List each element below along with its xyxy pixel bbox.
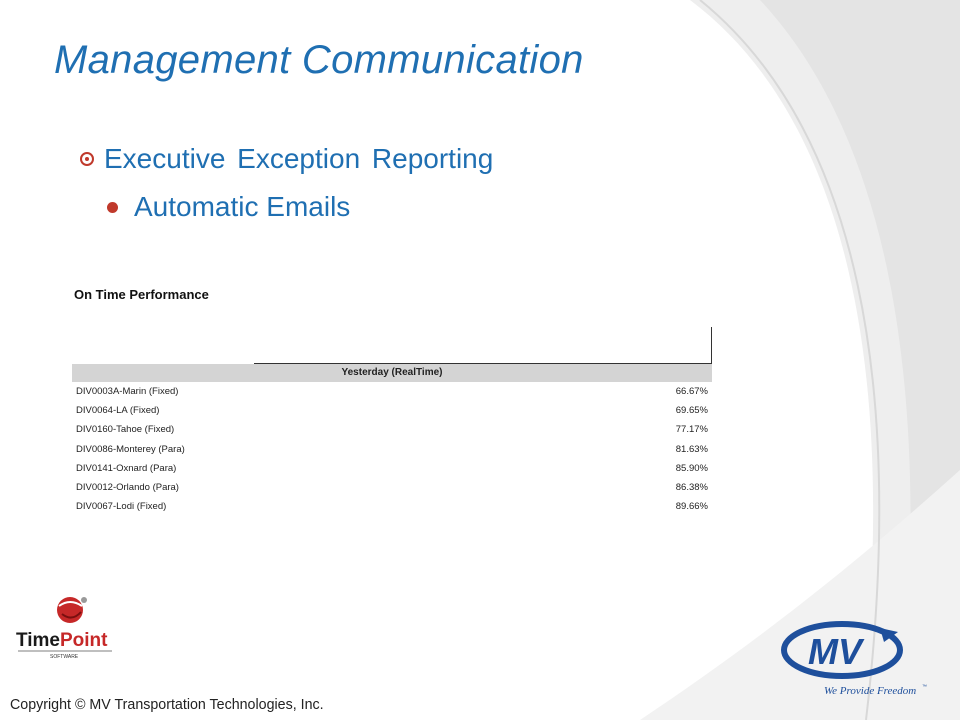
division-name: DIV0064-LA (Fixed) <box>76 405 160 417</box>
on-time-percent: 69.65% <box>675 405 708 417</box>
on-time-performance-report: On Time Performance Yesterday (RealTime)… <box>72 287 712 516</box>
filled-dot-bullet-icon <box>107 201 118 213</box>
mv-trademark: ™ <box>922 684 927 690</box>
slide-title: Management Communication <box>54 38 584 82</box>
division-name: DIV0003A-Marin (Fixed) <box>76 386 179 397</box>
bullet-text-level2: Automatic Emails <box>134 191 351 222</box>
on-time-percent: 66.67% <box>675 386 708 397</box>
on-time-percent: 86.38% <box>675 481 708 493</box>
on-time-percent: 77.17% <box>675 424 708 436</box>
timepoint-software-logo: Time Point SOFTWARE <box>16 597 112 660</box>
bullet-automatic-emails: Automatic Emails <box>107 191 350 223</box>
table-row: DIV0064-LA (Fixed) 69.65% <box>72 401 712 420</box>
mv-tagline: We Provide Freedom <box>824 685 916 697</box>
timepoint-word-point: Point <box>60 630 108 651</box>
table-row: DIV0160-Tahoe (Fixed) 77.17% <box>72 420 712 439</box>
division-name: DIV0141-Oxnard (Para) <box>76 462 177 474</box>
on-time-percent: 85.90% <box>675 462 708 474</box>
division-name: DIV0067-Lodi (Fixed) <box>76 501 167 513</box>
on-time-percent: 89.66% <box>675 501 708 513</box>
report-frame-vertical-rule <box>711 327 712 363</box>
on-time-percent: 81.63% <box>675 443 708 455</box>
report-rows: DIV0003A-Marin (Fixed) 66.67% DIV0064-LA (… <box>72 382 712 516</box>
table-row: DIV0003A-Marin (Fixed) 66.67% <box>72 382 712 401</box>
bullet-executive-exception-reporting: Executive Exception Reporting <box>80 143 493 175</box>
mv-mark: MV <box>808 631 865 672</box>
report-title: On Time Performance <box>74 287 209 302</box>
report-column-header: Yesterday (RealTime) <box>72 364 712 382</box>
table-row: DIV0067-Lodi (Fixed) 89.66% <box>72 497 712 516</box>
division-name: DIV0160-Tahoe (Fixed) <box>76 424 175 436</box>
table-row: DIV0141-Oxnard (Para) 85.90% <box>72 459 712 478</box>
bullet-text-level1: Executive Exception Reporting <box>104 143 494 174</box>
timepoint-sub: SOFTWARE <box>50 654 79 660</box>
timepoint-word-time: Time <box>16 630 60 651</box>
report-frame-horizontal-rule <box>254 363 712 364</box>
table-row: DIV0012-Orlando (Para) 86.38% <box>72 478 712 497</box>
circle-dot-bullet-icon <box>80 152 94 166</box>
division-name: DIV0086-Monterey (Para) <box>76 443 185 455</box>
division-name: DIV0012-Orlando (Para) <box>76 481 179 493</box>
table-row: DIV0086-Monterey (Para) 81.63% <box>72 440 712 459</box>
copyright-footer: Copyright © MV Transportation Technologi… <box>10 696 324 713</box>
mv-transportation-logo: MV We Provide Freedom ™ <box>781 621 927 697</box>
report-frame <box>72 302 712 364</box>
